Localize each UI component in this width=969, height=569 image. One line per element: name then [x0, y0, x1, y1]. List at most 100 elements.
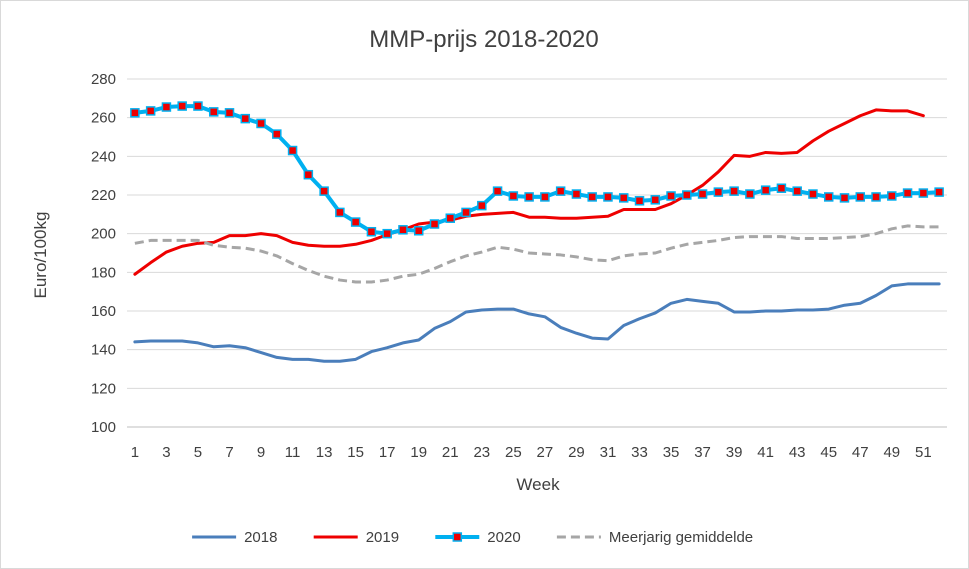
- x-tick-label: 1: [131, 444, 139, 461]
- y-tick-label: 220: [91, 187, 116, 204]
- data-point-2020: [918, 188, 929, 198]
- data-point-2020: [287, 145, 298, 156]
- x-tick-label: 27: [537, 444, 554, 461]
- data-point-2020: [208, 107, 219, 117]
- data-point-2020: [571, 189, 582, 199]
- y-tick-label: 140: [91, 342, 116, 359]
- series-line-2018: [133, 282, 941, 363]
- data-point-2020: [682, 190, 692, 200]
- data-point-2020: [335, 207, 345, 218]
- chart-title: MMP-prijs 2018-2020: [369, 26, 598, 53]
- data-point-2020: [823, 192, 834, 202]
- x-tick-label: 9: [257, 444, 265, 461]
- data-point-2020: [934, 187, 944, 197]
- data-point-2020: [161, 102, 172, 112]
- data-point-2020: [650, 195, 661, 205]
- data-point-2020: [902, 188, 913, 198]
- data-point-2020: [508, 191, 519, 201]
- data-point-2020: [603, 192, 613, 202]
- legend-label: Meerjarig gemiddelde: [609, 529, 753, 546]
- data-point-2020: [808, 189, 818, 199]
- legend: 2018 2019 2020 Meerjarig gemiddelde: [192, 529, 753, 546]
- x-tick-label: 17: [379, 444, 396, 461]
- x-axis-label: Week: [516, 475, 560, 494]
- data-point-2020: [871, 192, 881, 202]
- data-point-2020: [587, 192, 597, 202]
- x-tick-label: 7: [225, 444, 233, 461]
- legend-marker: [452, 532, 463, 542]
- data-point-2020: [272, 129, 282, 139]
- x-tick-label: 37: [694, 444, 711, 461]
- data-point-2020: [555, 186, 566, 196]
- series-line-2019: [133, 108, 925, 276]
- y-tick-label: 180: [91, 264, 116, 281]
- data-point-2020: [792, 186, 802, 196]
- x-tick-label: 41: [757, 444, 774, 461]
- data-point-2020: [319, 186, 329, 196]
- x-tick-label: 25: [505, 444, 522, 461]
- x-tick-label: 45: [820, 444, 837, 461]
- x-tick-label: 21: [442, 444, 459, 461]
- x-tick-label: 35: [663, 444, 680, 461]
- x-tick-label: 11: [285, 444, 301, 461]
- data-point-2020: [666, 191, 676, 201]
- x-tick-label: 5: [194, 444, 202, 461]
- x-tick-label: 3: [162, 444, 170, 461]
- data-point-2020: [177, 101, 187, 111]
- data-point-2020: [776, 183, 787, 193]
- y-tick-label: 240: [91, 148, 116, 165]
- y-tick-label: 160: [91, 303, 116, 320]
- y-axis-label: Euro/100kg: [31, 212, 50, 299]
- x-tick-label: 43: [789, 444, 806, 461]
- data-point-2020: [240, 113, 251, 124]
- data-point-2020: [855, 192, 866, 202]
- x-tick-label: 49: [883, 444, 900, 461]
- data-point-2020: [839, 193, 850, 203]
- legend-item-2019: 2019: [313, 529, 399, 546]
- series-line-meerjarig-gemiddelde: [134, 224, 940, 284]
- x-tick-label: 31: [600, 444, 617, 461]
- legend-item-meerjarig-gemiddelde: Meerjarig gemiddelde: [556, 529, 753, 546]
- data-point-2020: [256, 118, 266, 129]
- data-point-2020: [713, 187, 724, 197]
- data-point-2020: [366, 226, 377, 237]
- series-line-2020: [132, 104, 942, 236]
- x-tick-label: 33: [631, 444, 648, 461]
- data-point-2020: [224, 108, 235, 118]
- data-point-2020: [887, 191, 897, 201]
- data-point-2020: [193, 101, 203, 111]
- legend-item-2020: 2020: [435, 529, 521, 546]
- data-point-2020: [618, 193, 629, 203]
- data-point-2020: [461, 207, 471, 218]
- data-point-2020: [382, 228, 392, 239]
- y-tick-label: 120: [91, 380, 116, 397]
- data-point-2020: [745, 189, 755, 199]
- data-point-2020: [697, 189, 708, 199]
- x-tick-label: 29: [568, 444, 585, 461]
- data-point-2020: [145, 106, 156, 116]
- legend-label: 2019: [366, 529, 399, 546]
- x-tick-label: 23: [473, 444, 490, 461]
- series-lines: [130, 101, 944, 363]
- data-point-2020: [492, 186, 503, 196]
- x-tick-label: 13: [316, 444, 333, 461]
- data-point-2020: [634, 196, 645, 206]
- data-point-2020: [398, 225, 408, 235]
- data-point-2020: [477, 200, 487, 211]
- data-point-2020: [445, 213, 456, 223]
- y-tick-label: 100: [91, 419, 116, 436]
- x-tick-label: 15: [347, 444, 364, 461]
- y-tick-label: 280: [91, 71, 116, 88]
- x-tick-label: 47: [852, 444, 869, 461]
- legend-item-2018: 2018: [192, 529, 277, 546]
- data-point-2020: [303, 169, 314, 180]
- data-point-2020: [429, 219, 440, 229]
- data-point-2020: [130, 108, 140, 118]
- data-point-2020: [413, 226, 424, 236]
- x-tick-label: 39: [726, 444, 743, 461]
- data-point-2020: [729, 186, 739, 196]
- data-point-2020: [524, 192, 534, 202]
